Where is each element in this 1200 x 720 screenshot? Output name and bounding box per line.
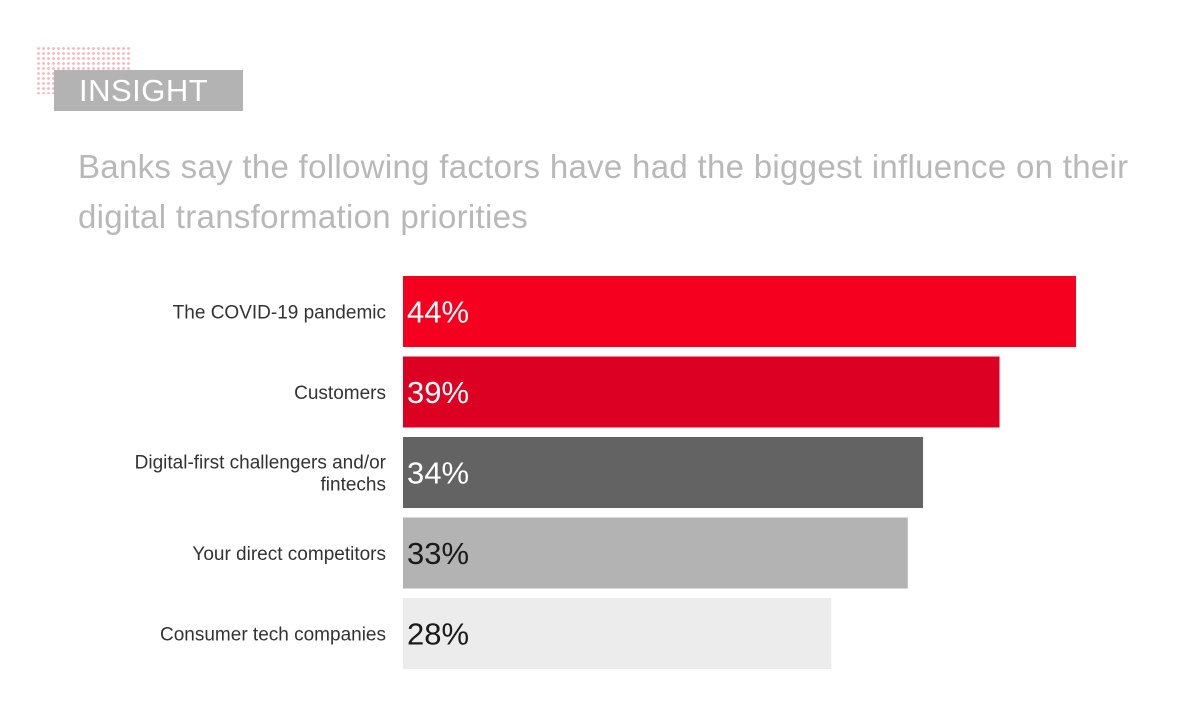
value-label-1: 39% (407, 375, 469, 410)
category-label-0: The COVID-19 pandemic (173, 303, 386, 324)
insight-tag: INSIGHT (54, 70, 243, 111)
category-label-line: Consumer tech companies (160, 625, 386, 646)
bar-3 (403, 517, 908, 589)
category-label-line: Customers (294, 383, 386, 404)
category-label-line: fintechs (321, 475, 386, 496)
category-label-line: Your direct competitors (192, 544, 386, 565)
value-label-2: 34% (407, 456, 469, 491)
category-label-4: Consumer tech companies (160, 625, 386, 646)
category-label-2: Digital-first challengers and/or fintechs (135, 453, 387, 496)
category-label-1: Customers (294, 383, 386, 404)
category-label-line: The COVID-19 pandemic (173, 303, 386, 324)
bar-4 (403, 598, 832, 669)
category-label-line: Digital-first challengers and/or (135, 453, 387, 474)
category-label-3: Your direct competitors (192, 544, 386, 565)
value-label-0: 44% (407, 295, 469, 330)
bar-0 (403, 276, 1076, 347)
chart-headline: Banks say the following factors have had… (78, 148, 1129, 235)
value-label-4: 28% (407, 617, 469, 652)
bar-2 (403, 437, 924, 508)
bar-1 (403, 356, 1000, 428)
value-label-3: 33% (407, 536, 469, 571)
